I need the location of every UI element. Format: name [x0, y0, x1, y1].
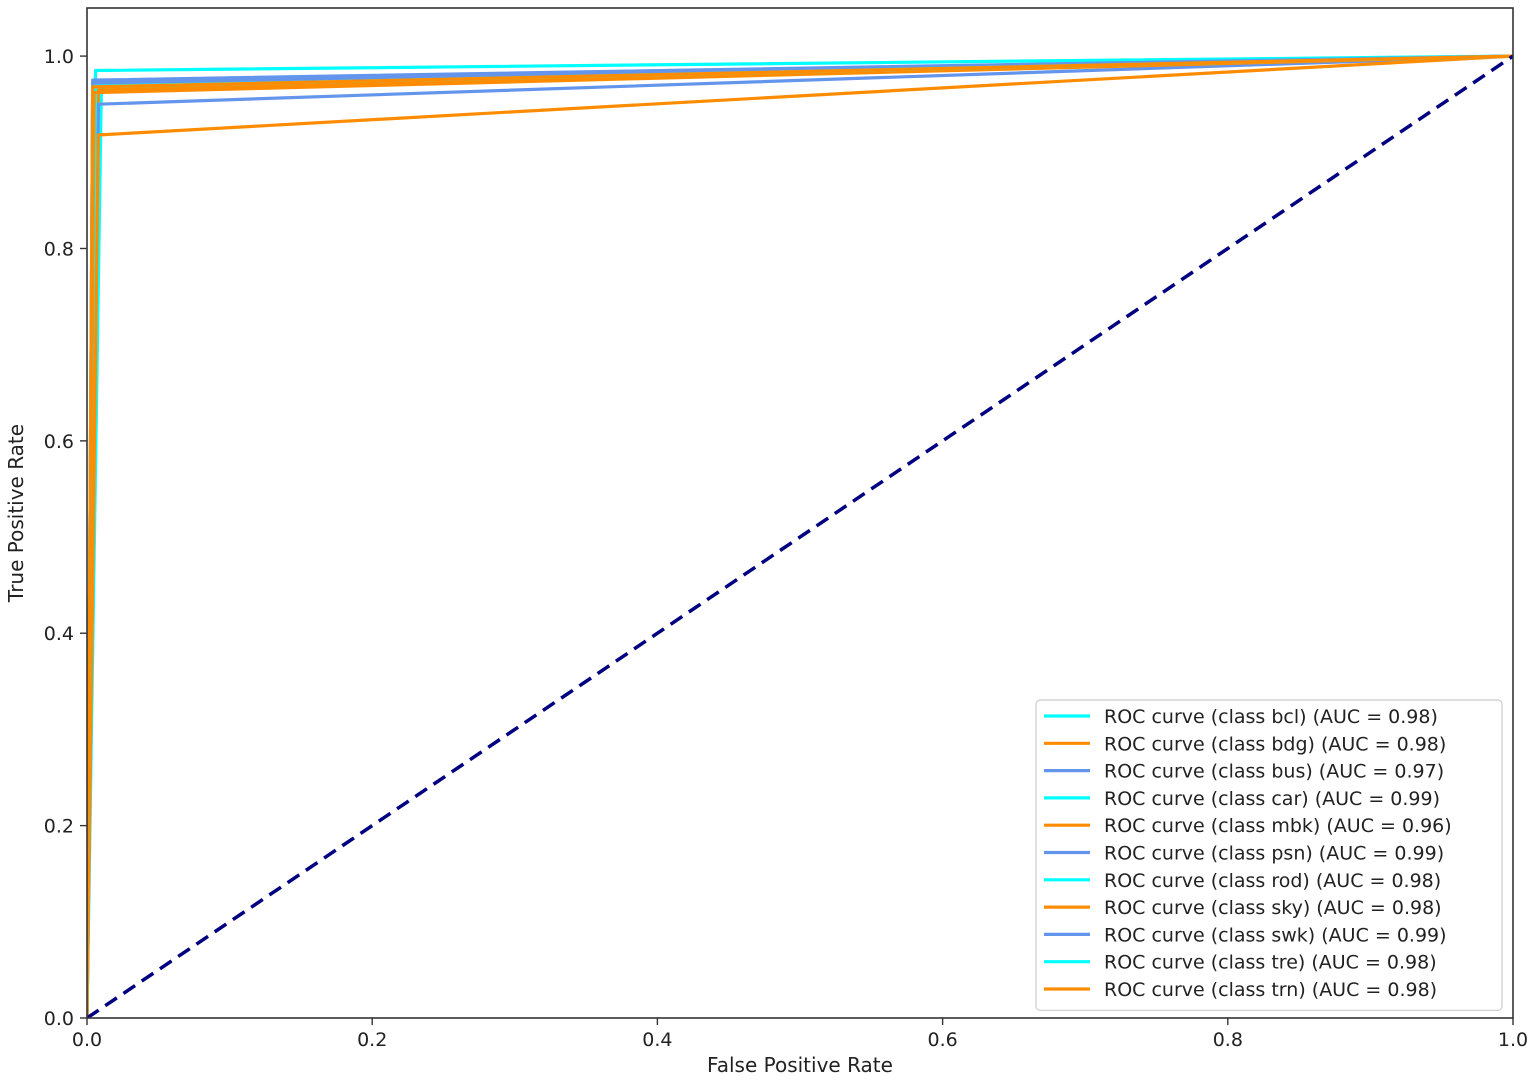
legend-entry-label-10: ROC curve (class trn) (AUC = 0.98)	[1104, 979, 1437, 1001]
x-axis-label: False Positive Rate	[707, 1053, 893, 1077]
legend-entry-label-6: ROC curve (class rod) (AUC = 0.98)	[1104, 870, 1441, 892]
y-tick-label-2: 0.4	[44, 623, 74, 645]
legend-entry-label-1: ROC curve (class bdg) (AUC = 0.98)	[1104, 733, 1446, 755]
legend-box	[1035, 699, 1503, 1011]
y-tick-label-3: 0.6	[44, 431, 74, 453]
legend-entry-label-5: ROC curve (class psn) (AUC = 0.99)	[1104, 843, 1444, 865]
x-tick-label-1: 0.2	[357, 1029, 387, 1051]
legend-entry-label-3: ROC curve (class car) (AUC = 0.99)	[1104, 788, 1440, 810]
x-tick-label-3: 0.6	[927, 1029, 957, 1051]
axes: 0.0 0.2 0.4 0.6 0.8 1.0 0.0 0.2 0.4 0.6 0.8 1.0 Fals…	[4, 7, 1528, 1077]
y-axis-label: True Positive Rate	[4, 424, 28, 603]
y-tick-label-5: 1.0	[44, 46, 74, 68]
legend-entry-label-4: ROC curve (class mbk) (AUC = 0.96)	[1104, 815, 1452, 837]
x-tick-label-2: 0.4	[642, 1029, 672, 1051]
legend: ROC curve (class bcl) (AUC = 0.98) ROC cu…	[1035, 699, 1503, 1011]
y-tick-label-4: 0.8	[44, 238, 74, 260]
legend-entry-label-7: ROC curve (class sky) (AUC = 0.98)	[1104, 897, 1442, 919]
legend-entry-label-2: ROC curve (class bus) (AUC = 0.97)	[1104, 761, 1444, 783]
plot-area	[87, 54, 1513, 1018]
roc-series-line-10	[87, 54, 1513, 1018]
x-tick-label-0: 0.0	[72, 1029, 102, 1051]
x-tick-label-4: 0.8	[1213, 1029, 1243, 1051]
legend-entry-label-0: ROC curve (class bcl) (AUC = 0.98)	[1104, 706, 1438, 728]
legend-entry-label-9: ROC curve (class tre) (AUC = 0.98)	[1104, 952, 1437, 974]
y-tick-label-0: 0.0	[44, 1008, 74, 1030]
reference-diagonal-line	[87, 54, 1513, 1018]
x-tick-label-5: 1.0	[1498, 1029, 1528, 1051]
plot-frame	[86, 7, 1514, 1019]
legend-entry-label-8: ROC curve (class swk) (AUC = 0.99)	[1104, 924, 1447, 946]
y-tick-label-1: 0.2	[44, 816, 74, 838]
